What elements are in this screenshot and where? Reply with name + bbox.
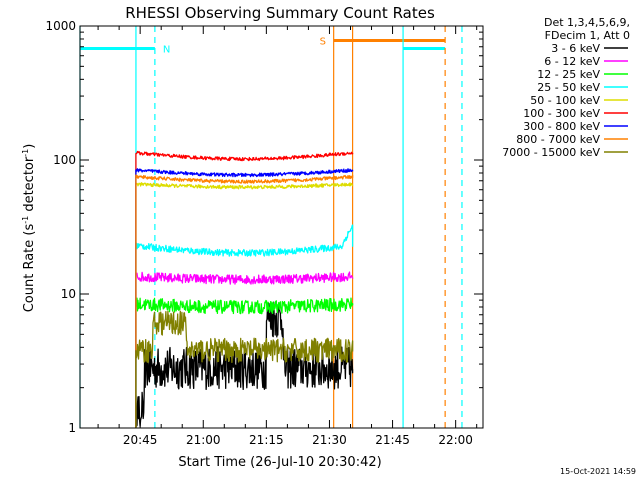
legend-label-7: 300 - 800 keV xyxy=(523,120,600,133)
y-tick-label: 100 xyxy=(53,153,76,167)
timestamp: 15-Oct-2021 14:59 xyxy=(560,467,636,476)
x-tick-label: 21:45 xyxy=(375,433,410,447)
x-tick-label: 22:00 xyxy=(438,433,473,447)
x-tick-label: 20:45 xyxy=(123,433,158,447)
series-line-8 xyxy=(135,174,354,428)
series-line-2 xyxy=(135,271,354,428)
x-tick-label: 21:30 xyxy=(312,433,347,447)
legend-label-6: 100 - 300 keV xyxy=(523,107,600,120)
legend-label-9: 7000 - 15000 keV xyxy=(502,146,600,159)
x-tick-label: 21:00 xyxy=(186,433,221,447)
series-line-9 xyxy=(135,310,354,428)
legend-label-4: 25 - 50 keV xyxy=(537,81,600,94)
legend-header-line-1: Det 1,3,4,5,6,9, xyxy=(544,16,630,29)
plot-frame xyxy=(79,25,484,429)
legend-header-line-2: FDecim 1, Att 0 xyxy=(545,29,630,42)
annotation-label: S xyxy=(320,36,326,47)
series-line-5 xyxy=(135,182,354,428)
x-tick-label: 21:15 xyxy=(249,433,284,447)
x-axis-label: Start Time (26-Jul-10 20:30:42) xyxy=(178,455,381,470)
series-line-6 xyxy=(135,150,354,428)
series-line-4 xyxy=(135,224,354,428)
y-tick-label: 1000 xyxy=(45,19,76,33)
legend-label-5: 50 - 100 keV xyxy=(530,94,600,107)
series-line-7 xyxy=(135,168,354,428)
legend-label-2: 6 - 12 keV xyxy=(544,55,600,68)
legend: Det 1,3,4,5,6,9, FDecim 1, Att 0 3 - 6 k… xyxy=(502,16,630,159)
legend-label-1: 3 - 6 keV xyxy=(551,42,600,55)
axes: 20:45 21:00 21:15 21:30 21:45 22:00 1 10 100 1000 xyxy=(45,19,484,447)
plot-area: NS xyxy=(79,26,463,428)
annotation-label: N xyxy=(163,44,170,55)
chart-title: RHESSI Observing Summary Count Rates xyxy=(125,4,435,22)
legend-label-3: 12 - 25 keV xyxy=(537,68,600,81)
y-axis-label: Count Rate (s-1 detector-1) xyxy=(21,144,37,313)
y-tick-label: 1 xyxy=(68,421,76,435)
y-tick-label: 10 xyxy=(61,287,76,301)
series-line-3 xyxy=(135,297,354,428)
legend-label-8: 800 - 7000 keV xyxy=(516,133,600,146)
